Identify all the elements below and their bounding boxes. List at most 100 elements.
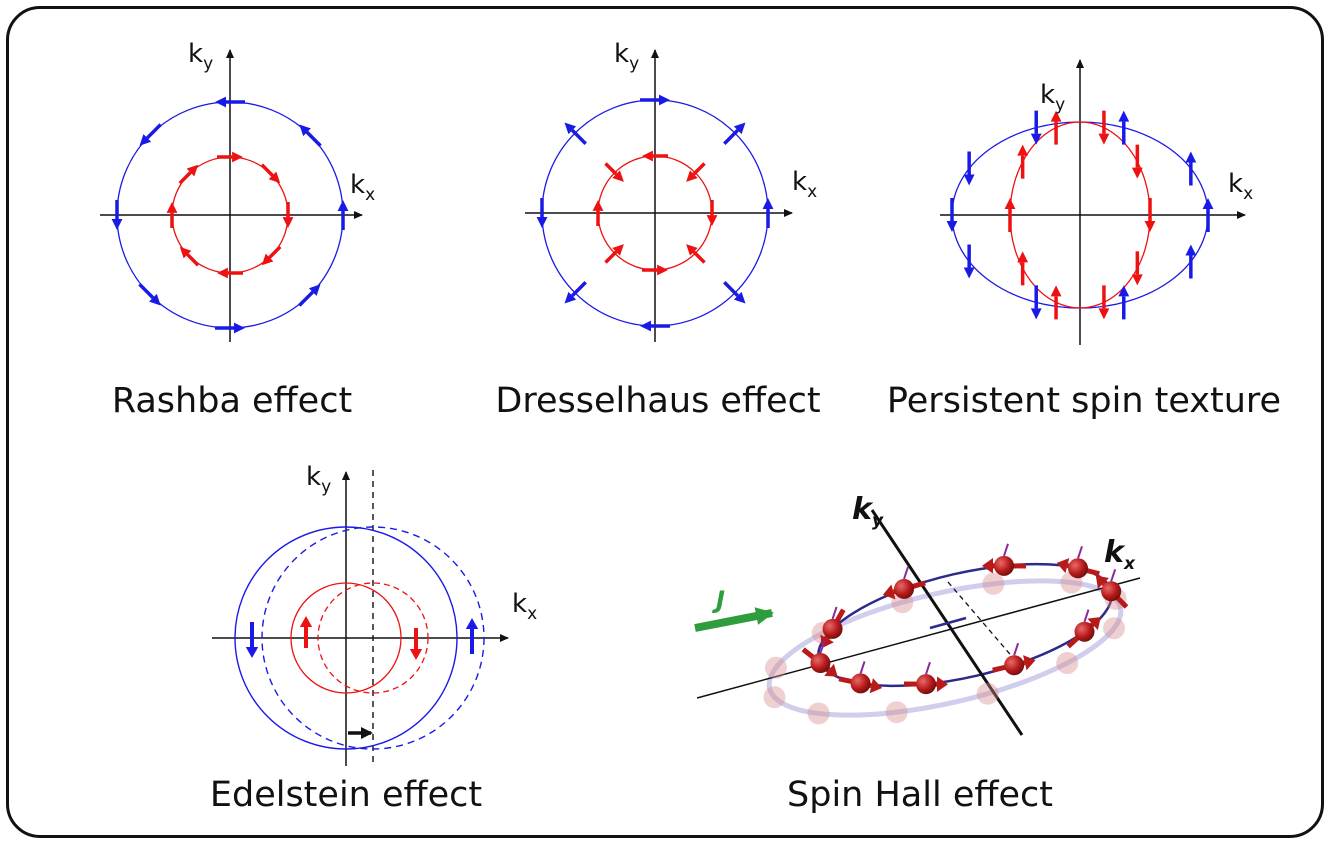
outer-spin-arrow <box>245 622 259 658</box>
inner-spin-arrow <box>642 264 668 276</box>
figure-frame <box>6 6 1324 838</box>
outer-spin-arrow <box>564 122 587 145</box>
outer-spin-arrow <box>640 94 670 106</box>
inner-spin-arrow <box>686 244 706 264</box>
outer-spin-arrow <box>299 124 322 147</box>
rashba-kx-label: kx <box>350 170 375 205</box>
inner-spin-arrow <box>686 162 706 182</box>
spin-ball <box>916 674 937 695</box>
spin-hall-kx-axis <box>696 577 1141 699</box>
faded-spin-ball <box>976 682 999 705</box>
rashba-panel: ky kx Rashba effect <box>100 39 375 421</box>
persistent-caption: Persistent spin texture <box>887 381 1281 421</box>
dresselhaus-panel: ky kx Dresselhaus effect <box>495 39 820 421</box>
inner-spin-arrow <box>178 164 199 185</box>
inner-spin-arrow <box>409 628 423 660</box>
outer-spin-arrow <box>337 200 349 230</box>
outer-spin-arrow <box>1118 285 1130 320</box>
spin-tip <box>903 566 909 580</box>
outer-spin-arrow <box>640 320 670 332</box>
outer-spin-arrow <box>723 281 746 304</box>
inner-spin-arrow <box>706 200 718 226</box>
edelstein-inner-band <box>290 582 402 694</box>
outer-spin-arrow <box>963 244 975 279</box>
spin-tip <box>831 606 838 620</box>
inner-spin-arrow <box>166 202 178 228</box>
inner-spin-arrow <box>1017 144 1029 179</box>
spin-hall-spins <box>801 543 1129 695</box>
spin-ball <box>993 555 1014 576</box>
faded-spin-ball <box>764 656 787 679</box>
faded-spin-ball <box>982 572 1005 595</box>
outer-spin-arrow <box>298 284 321 307</box>
rashba-caption: Rashba effect <box>112 381 352 421</box>
outer-spin-arrow <box>762 198 774 228</box>
faded-spin-ball <box>763 686 786 709</box>
faded-spin-ball <box>1103 617 1126 640</box>
spin-tip <box>1013 642 1020 656</box>
outer-spin-arrow <box>111 200 123 230</box>
spin-ball <box>1068 558 1089 579</box>
rashba-inner-spin-arrows <box>166 151 294 279</box>
spin-tip <box>925 661 931 675</box>
spin-tip <box>1077 545 1083 559</box>
rashba-ky-label: ky <box>188 39 213 74</box>
inner-spin-arrow <box>1098 285 1110 320</box>
spin-hall-caption: Spin Hall effect <box>787 775 1053 815</box>
rashba-outer-spin-arrows <box>111 96 349 334</box>
inner-spin-arrow <box>261 245 282 266</box>
persistent-spin-arrows <box>946 110 1214 320</box>
inner-spin-arrow <box>260 163 281 184</box>
spin-tip <box>1003 543 1009 557</box>
outer-spin-arrow <box>963 151 975 186</box>
persistent-ky-label: ky <box>1040 80 1065 115</box>
spin-tip <box>1110 568 1117 582</box>
outer-spin-arrow <box>1030 110 1042 145</box>
dresselhaus-caption: Dresselhaus effect <box>495 381 820 421</box>
inner-spin-arrow <box>604 162 624 182</box>
edelstein-outer-band-shifted <box>261 526 485 750</box>
spin-hall-shifted-orbit <box>766 578 1124 718</box>
outer-spin-arrow <box>215 322 245 334</box>
spin-ball <box>1004 655 1025 676</box>
inner-spin-arrow <box>1098 110 1110 145</box>
inner-spin-arrow <box>1050 285 1062 320</box>
outer-spin-arrow <box>1185 151 1197 186</box>
edelstein-ky-label: ky <box>306 462 331 497</box>
dresselhaus-outer-spin-arrows <box>536 94 774 332</box>
edelstein-spin-arrows <box>245 616 479 660</box>
inner-spin-arrow <box>1004 198 1016 232</box>
outer-spin-arrow <box>946 198 958 232</box>
faded-spin-ball <box>807 702 830 725</box>
outer-spin-arrow <box>1202 198 1214 232</box>
inner-spin-arrow <box>217 151 243 163</box>
edelstein-kx-label: kx <box>512 589 537 624</box>
dresselhaus-kx-label: kx <box>792 167 817 202</box>
edelstein-panel: ky kx Edelstein effect <box>210 462 537 815</box>
persistent-panel: ky kx Persistent spin texture <box>887 59 1281 421</box>
outer-spin-arrow <box>723 122 746 145</box>
edelstein-caption: Edelstein effect <box>210 775 482 815</box>
inner-spin-arrow <box>1050 110 1062 145</box>
inner-spin-arrow <box>642 150 668 162</box>
outer-spin-arrow <box>536 198 548 228</box>
inner-spin-arrow <box>1017 251 1029 286</box>
faded-spin-ball <box>1056 652 1079 675</box>
outer-spin-arrow <box>138 283 161 306</box>
inner-spin-arrow <box>592 200 604 226</box>
spin-hall-shift-vector <box>929 616 967 630</box>
spin-hall-panel: J ky kx Spin Hall effect <box>694 492 1141 815</box>
outer-spin-arrow <box>1185 244 1197 279</box>
spin-tip <box>1083 609 1090 623</box>
inner-spin-arrow <box>604 244 624 264</box>
inner-spin-arrow <box>179 246 200 267</box>
spin-ball <box>1074 621 1095 642</box>
edelstein-inner-band-shifted <box>317 582 429 694</box>
edelstein-outer-band <box>234 526 458 750</box>
faded-spin-ball <box>885 701 908 724</box>
inner-spin-arrow <box>1131 251 1143 286</box>
outer-spin-arrow <box>139 123 162 146</box>
spin-hall-kx-label: kx <box>1104 535 1136 574</box>
dresselhaus-ky-label: ky <box>614 39 639 74</box>
